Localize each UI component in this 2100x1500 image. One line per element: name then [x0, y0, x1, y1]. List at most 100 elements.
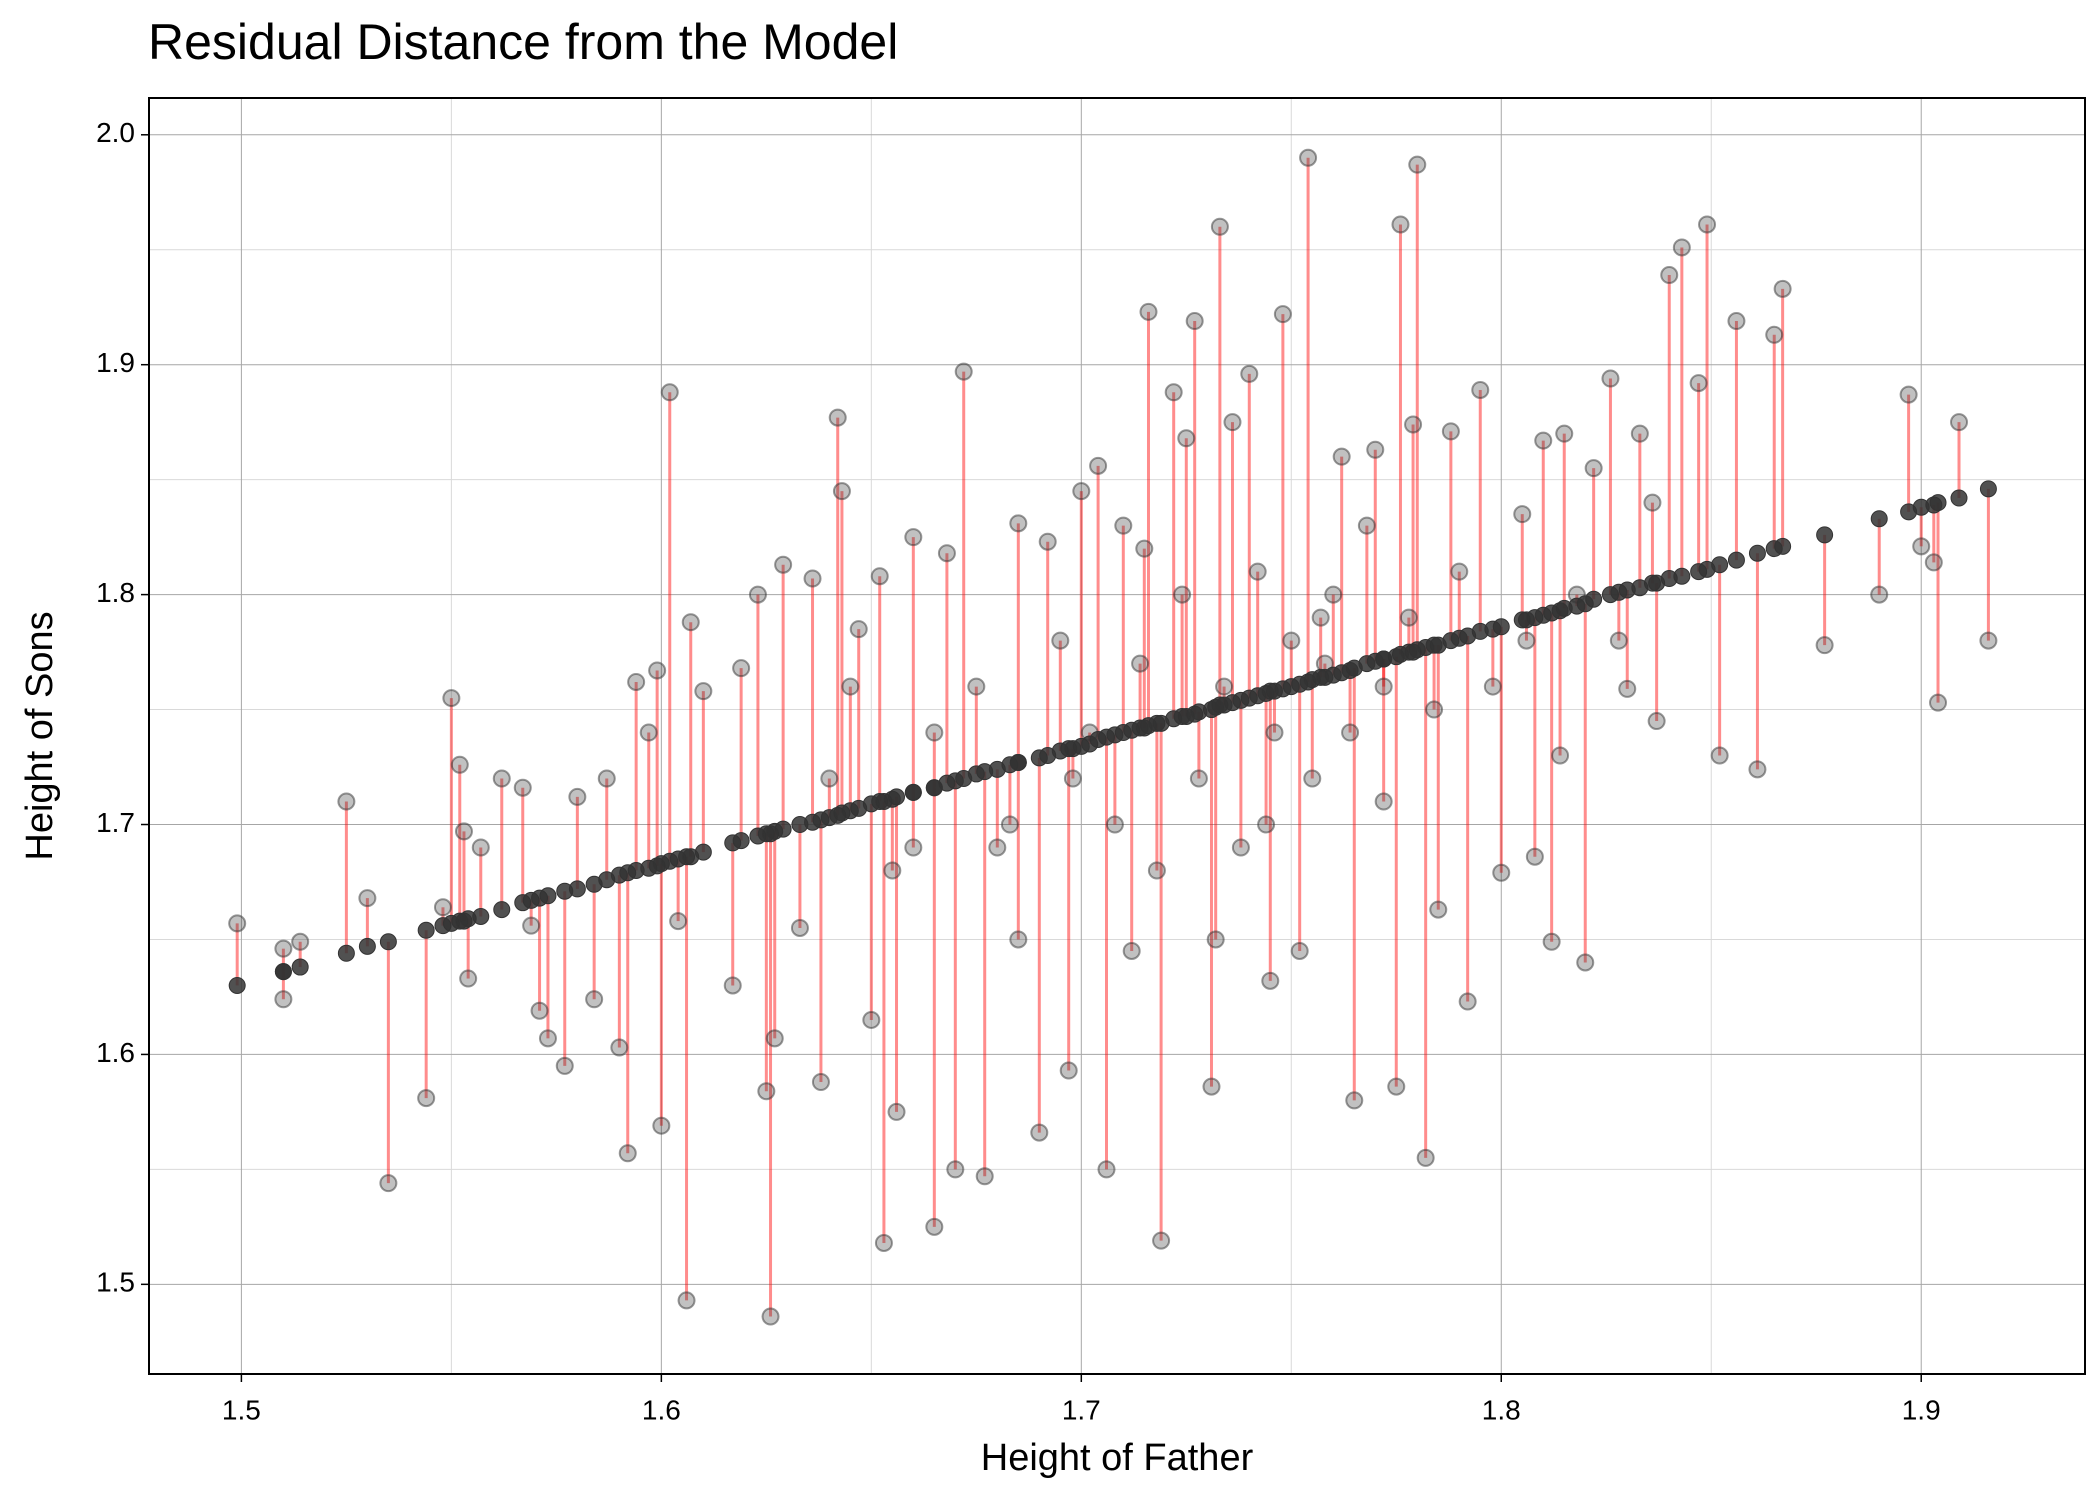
observed-point	[1114, 516, 1133, 535]
observed-point	[790, 918, 809, 937]
observed-point	[648, 661, 667, 680]
observed-point	[1609, 631, 1628, 650]
observed-point	[748, 585, 767, 604]
observed-point	[627, 672, 646, 691]
x-tick-label: 1.5	[222, 1394, 261, 1425]
fitted-point	[925, 779, 943, 797]
observed-point	[887, 1102, 906, 1121]
observed-point	[1601, 369, 1620, 388]
fitted-point	[1009, 753, 1027, 771]
fitted-point	[1450, 629, 1468, 647]
observed-point	[1576, 953, 1595, 972]
fitted-point	[1568, 597, 1586, 615]
observed-point	[774, 555, 793, 574]
observed-point	[1483, 677, 1502, 696]
observed-point	[1630, 424, 1649, 443]
observed-point	[433, 898, 452, 917]
observed-point	[1139, 302, 1158, 321]
observed-point	[1542, 932, 1561, 951]
observed-point	[585, 990, 604, 1009]
x-tick-label: 1.6	[642, 1394, 681, 1425]
fitted-point	[1375, 650, 1393, 668]
x-tick-label: 1.7	[1062, 1394, 1101, 1425]
observed-point	[459, 969, 478, 988]
y-tick-label: 2.0	[96, 117, 135, 148]
observed-point	[1290, 941, 1309, 960]
observed-point	[967, 677, 986, 696]
observed-point	[1647, 712, 1666, 731]
fitted-point	[904, 783, 922, 801]
observed-point	[442, 689, 461, 708]
fitted-point	[1064, 740, 1082, 758]
observed-point	[1551, 746, 1570, 765]
fitted-point	[1282, 678, 1300, 696]
observed-point	[1072, 482, 1091, 501]
observed-point	[1248, 562, 1267, 581]
observed-point	[828, 408, 847, 427]
observed-point	[1748, 760, 1767, 779]
observed-point	[1173, 585, 1192, 604]
observed-point	[1257, 815, 1276, 834]
fitted-point	[1135, 719, 1153, 737]
observed-point	[1471, 380, 1490, 399]
chart-title: Residual Distance from the Model	[148, 14, 898, 70]
fitted-point	[841, 802, 859, 820]
x-axis-title: Height of Father	[981, 1437, 1254, 1479]
observed-point	[904, 838, 923, 857]
fitted-point	[1673, 567, 1691, 585]
observed-point	[1950, 413, 1969, 432]
fitted-point	[1425, 636, 1443, 654]
observed-point	[1387, 1077, 1406, 1096]
fitted-point	[820, 809, 838, 827]
observed-point	[1122, 941, 1141, 960]
x-tick-label: 1.9	[1902, 1394, 1941, 1425]
observed-point	[1374, 677, 1393, 696]
observed-point	[975, 1167, 994, 1186]
observed-point	[1089, 456, 1108, 475]
observed-point	[1525, 847, 1544, 866]
observed-point	[883, 861, 902, 880]
observed-point	[1038, 532, 1057, 551]
fitted-point	[1081, 735, 1099, 753]
fitted-point	[1816, 526, 1834, 544]
observed-point	[761, 1307, 780, 1326]
observed-point	[1391, 215, 1410, 234]
observed-point	[1000, 815, 1019, 834]
observed-point	[417, 1089, 436, 1108]
fitted-point	[274, 963, 292, 981]
observed-point	[1416, 1148, 1435, 1167]
observed-point	[639, 723, 658, 742]
observed-point	[925, 1217, 944, 1236]
observed-point	[1450, 562, 1469, 581]
observed-point	[723, 976, 742, 995]
fitted-point	[291, 958, 309, 976]
observed-point	[841, 677, 860, 696]
observed-point	[274, 939, 293, 958]
fitted-point	[379, 933, 397, 951]
observed-point	[1584, 459, 1603, 478]
fitted-point	[1748, 544, 1766, 562]
observed-point	[1206, 930, 1225, 949]
observed-point	[874, 1233, 893, 1252]
observed-point	[669, 912, 688, 931]
fitted-point	[1517, 611, 1535, 629]
fitted-point	[1232, 691, 1250, 709]
plot-frame	[148, 97, 2086, 1375]
observed-point	[1408, 155, 1427, 174]
observed-point	[1273, 305, 1292, 324]
observed-point	[1164, 383, 1183, 402]
observed-point	[1441, 422, 1460, 441]
fitted-point	[1711, 556, 1729, 574]
observed-point	[337, 792, 356, 811]
observed-point	[954, 362, 973, 381]
observed-point	[1492, 863, 1511, 882]
observed-point	[1643, 493, 1662, 512]
observed-point	[1660, 266, 1679, 285]
observed-point	[1097, 1160, 1116, 1179]
observed-point	[1063, 769, 1082, 788]
fitted-point	[1400, 643, 1418, 661]
observed-point	[988, 838, 1007, 857]
observed-point	[1152, 1231, 1171, 1250]
observed-point	[681, 613, 700, 632]
observed-point	[870, 567, 889, 586]
